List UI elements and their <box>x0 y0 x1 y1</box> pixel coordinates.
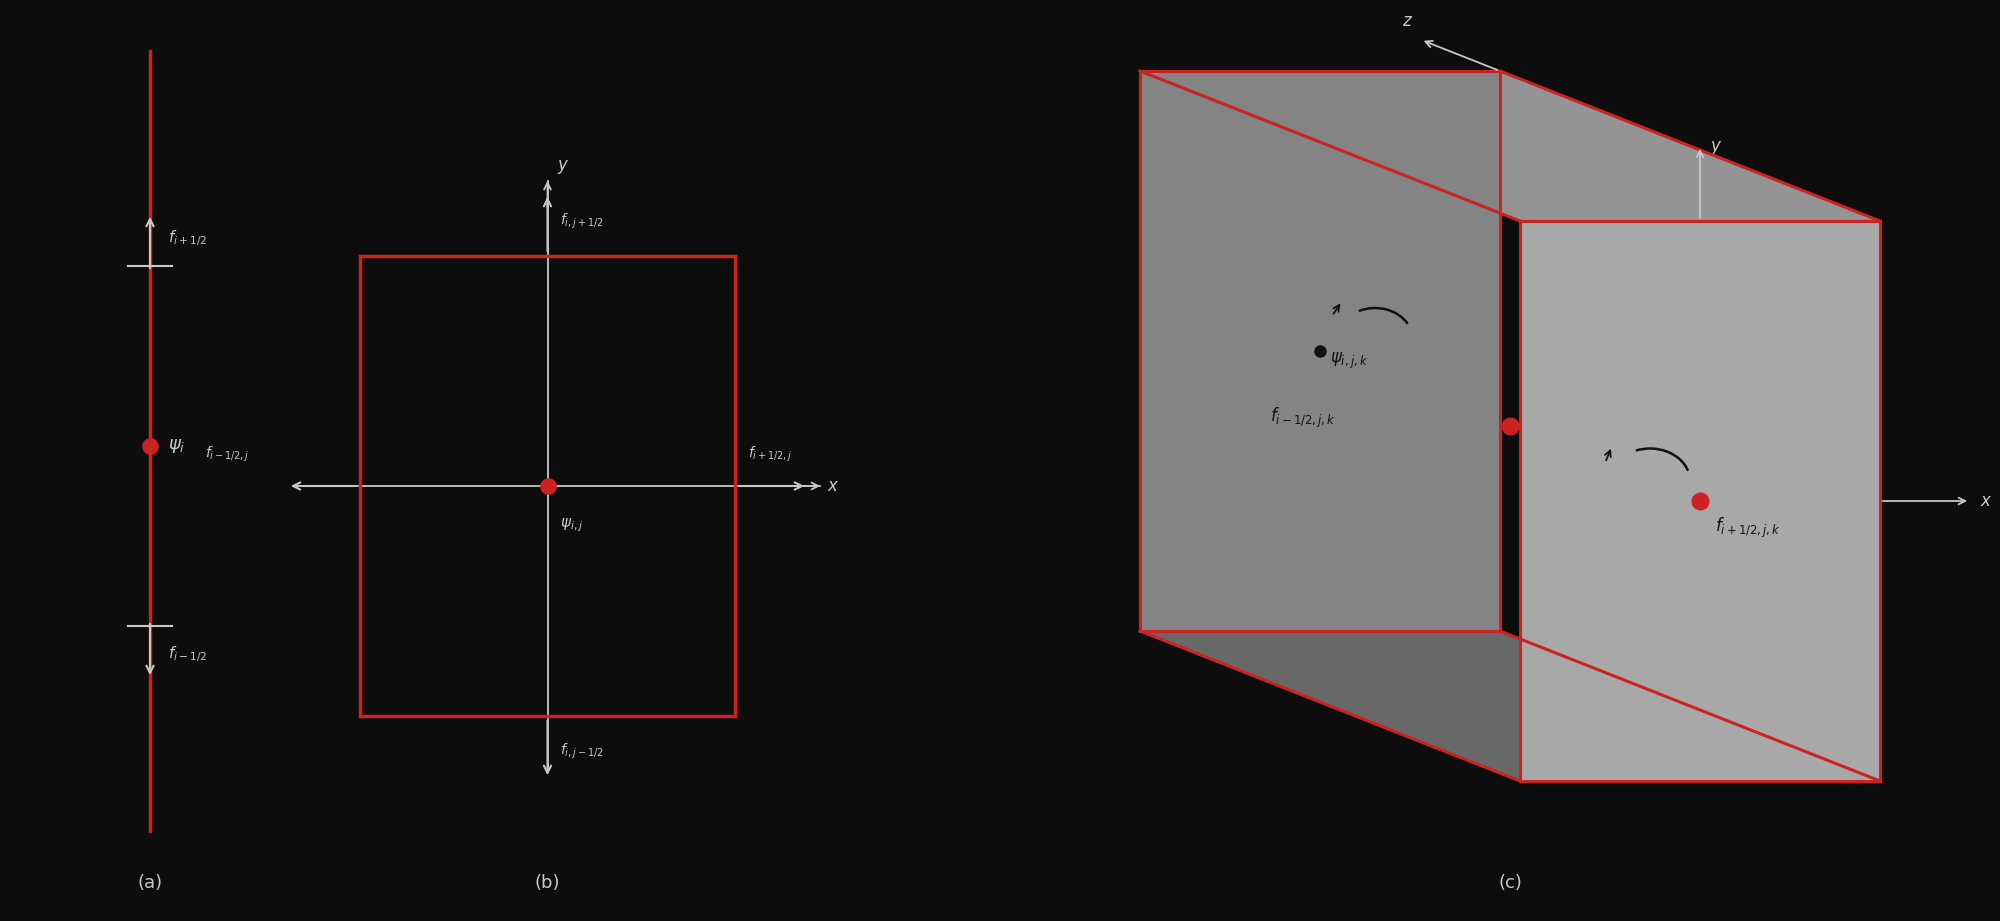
Polygon shape <box>1520 221 1880 781</box>
Text: (b): (b) <box>534 874 560 892</box>
Text: $f_{i,j-1/2}$: $f_{i,j-1/2}$ <box>560 741 604 761</box>
Text: $f_{i-1/2}$: $f_{i-1/2}$ <box>168 644 208 664</box>
Polygon shape <box>1140 71 1880 221</box>
Text: (c): (c) <box>1498 874 1522 892</box>
Bar <box>360 256 736 716</box>
Text: $f_{i+1/2,j,k}$: $f_{i+1/2,j,k}$ <box>1714 516 1780 541</box>
Text: $f_{i+1/2,j}$: $f_{i+1/2,j}$ <box>748 445 792 464</box>
Text: $f_{i+1/2}$: $f_{i+1/2}$ <box>168 228 208 248</box>
Polygon shape <box>1140 71 1500 631</box>
Polygon shape <box>1140 631 1880 781</box>
Text: z: z <box>1402 12 1410 29</box>
Text: y: y <box>558 156 568 174</box>
Text: y: y <box>1710 137 1720 155</box>
Text: $\psi_{i,j,k}$: $\psi_{i,j,k}$ <box>1330 351 1368 371</box>
Text: (a): (a) <box>138 874 162 892</box>
Text: $\psi_i$: $\psi_i$ <box>168 437 186 455</box>
Text: x: x <box>1980 492 1990 510</box>
Text: $\psi_{i,j}$: $\psi_{i,j}$ <box>560 516 584 533</box>
Text: $f_{i,j+1/2}$: $f_{i,j+1/2}$ <box>560 211 604 230</box>
Text: $f_{i-1/2,j}$: $f_{i-1/2,j}$ <box>204 445 250 464</box>
Text: $f_{i-1/2,j,k}$: $f_{i-1/2,j,k}$ <box>1270 406 1336 430</box>
Text: x: x <box>828 477 836 495</box>
